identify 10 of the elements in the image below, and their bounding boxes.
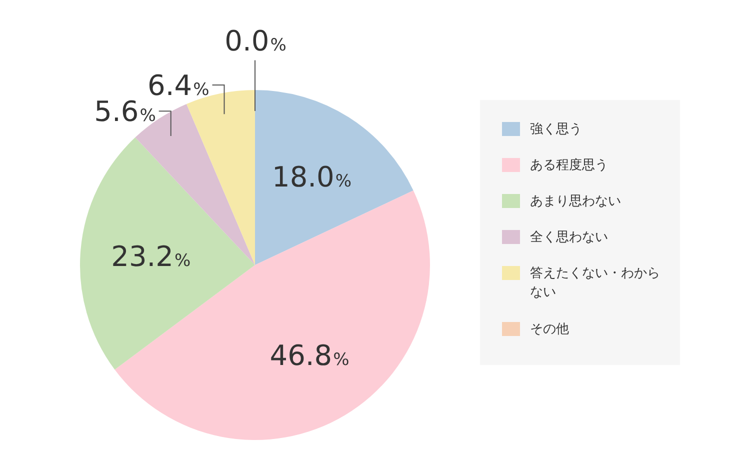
data-label: 23.2% (111, 240, 191, 273)
legend-label: 答えたくない・わからない (530, 265, 661, 302)
legend-label: その他 (530, 321, 570, 339)
legend-label: ある程度思う (530, 157, 609, 175)
legend-label: 全く思わない (530, 229, 609, 247)
legend-label: あまり思わない (530, 193, 622, 211)
data-label: 18.0% (272, 160, 352, 194)
text: 0.0% (224, 24, 286, 58)
data-label: 46.8% (270, 339, 350, 372)
legend-label: 強く思う (530, 121, 583, 139)
